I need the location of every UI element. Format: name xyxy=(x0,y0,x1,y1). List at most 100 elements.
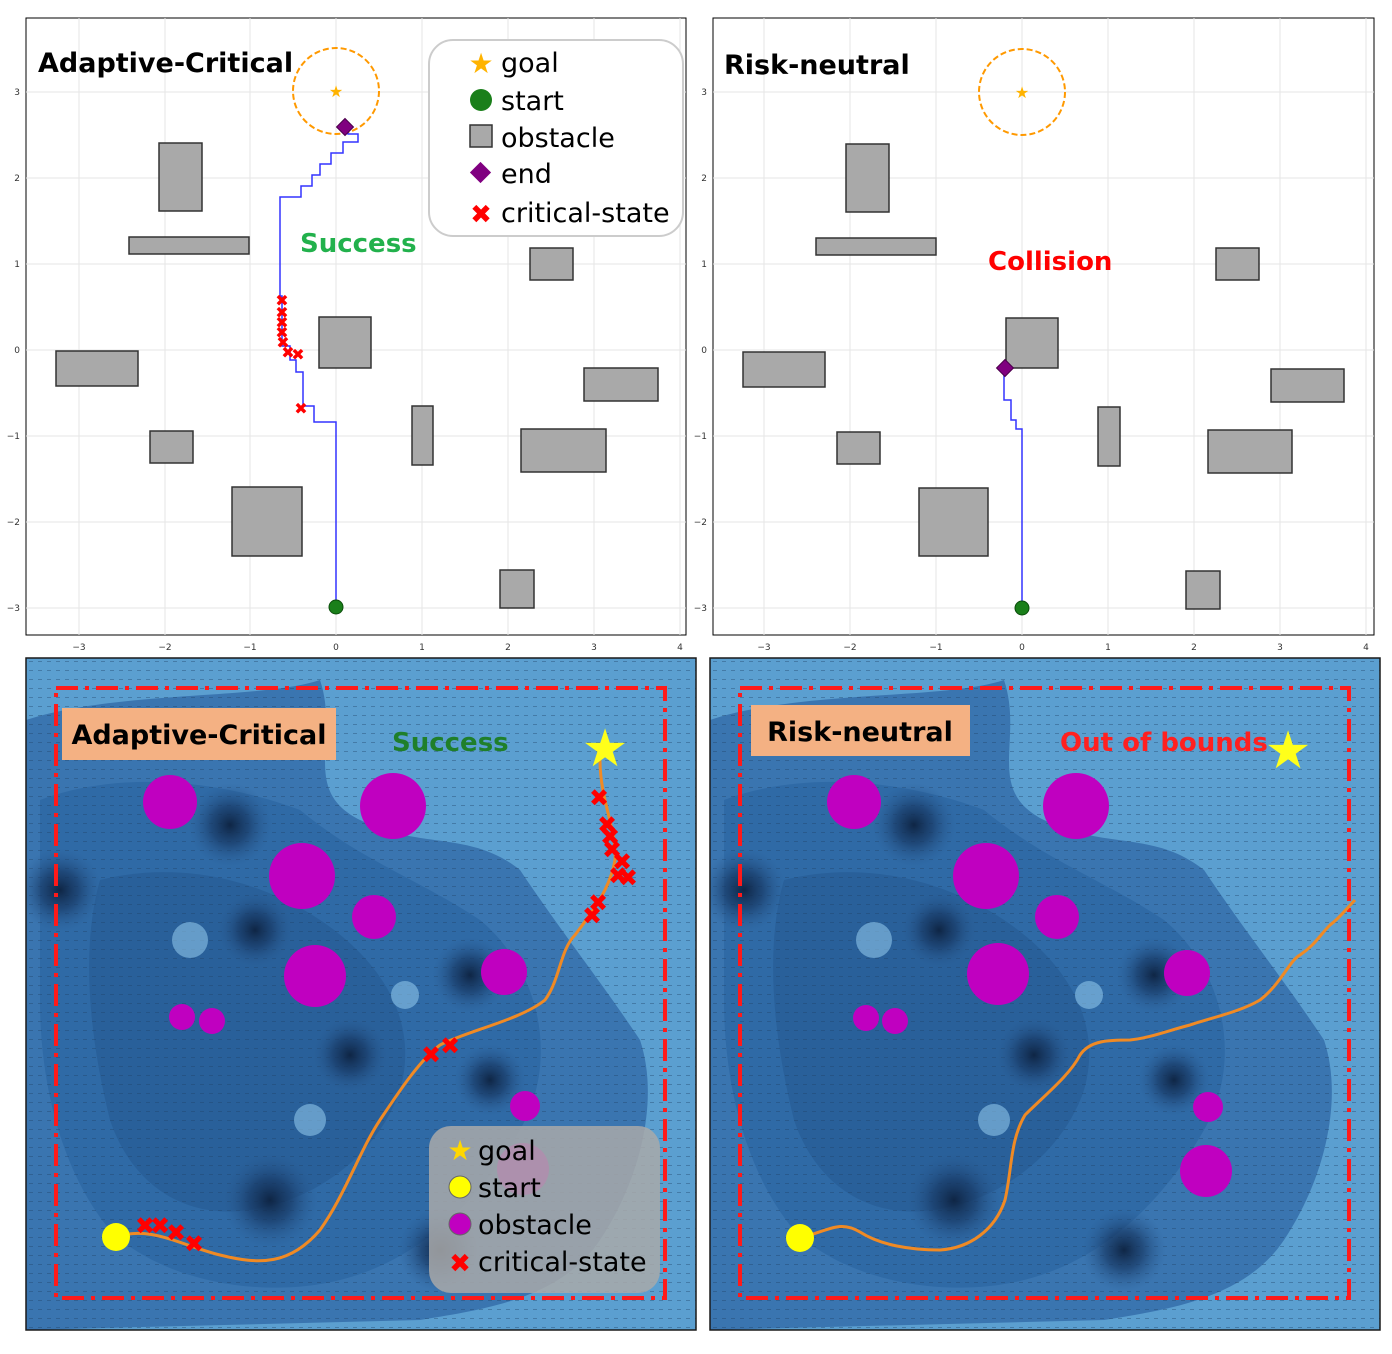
start-marker xyxy=(102,1223,130,1251)
x-tick: 1 xyxy=(419,643,425,653)
panel-title: Adaptive-Critical xyxy=(38,48,293,79)
field-sources xyxy=(172,922,419,1136)
obstacle xyxy=(143,775,197,829)
critical-state-icon: ✖ xyxy=(597,812,617,839)
agent-path xyxy=(279,128,359,607)
panel-top-left: −3 −2 −1 0 1 2 3 4 3 2 1 0 −1 −2 −3 xyxy=(7,17,687,653)
obstacle xyxy=(1164,950,1210,996)
status-text: Success xyxy=(392,728,509,758)
y-tick: 1 xyxy=(14,260,20,270)
x-tick: 0 xyxy=(333,643,339,653)
obstacle xyxy=(1185,570,1221,610)
circle-obstacles xyxy=(827,773,1232,1197)
y-tick: 0 xyxy=(14,346,20,356)
obstacle xyxy=(269,843,335,909)
y-tick: −1 xyxy=(694,432,707,442)
x-tick: 1 xyxy=(1105,643,1111,653)
obstacle xyxy=(128,236,250,255)
critical-cross-icon: ✖ xyxy=(449,1248,471,1278)
obstacle xyxy=(520,428,607,473)
y-tick-labels: 3 2 1 0 −1 −2 −3 xyxy=(694,88,708,614)
x-tick: 2 xyxy=(505,643,511,653)
y-tick: 2 xyxy=(14,174,20,184)
trajectory xyxy=(115,759,617,1263)
x-tick: −3 xyxy=(72,643,85,653)
panel-title: Risk-neutral xyxy=(724,50,910,81)
panel-border xyxy=(709,657,1381,1331)
obstacle xyxy=(1270,368,1345,403)
y-tick: −2 xyxy=(7,518,20,528)
x-tick: −1 xyxy=(929,643,942,653)
x-tick: −2 xyxy=(158,643,171,653)
legend-box xyxy=(429,1126,660,1293)
status-text: Out of bounds xyxy=(1060,728,1268,758)
critical-states: ✖ ✖ ✖ ✖ ✖ ✖ ✖ ✖ xyxy=(275,293,307,418)
vortices xyxy=(26,783,526,1292)
obstacle xyxy=(742,351,826,388)
trajectory xyxy=(799,898,1357,1252)
x-tick: 0 xyxy=(1019,643,1025,653)
critical-state-icon: ✖ xyxy=(275,325,288,342)
y-tick: 1 xyxy=(701,260,707,270)
critical-cross-icon: ✖ xyxy=(470,199,492,229)
critical-state-icon: ✖ xyxy=(275,305,288,322)
x-tick-labels: −3 −2 −1 0 1 2 3 4 xyxy=(757,643,1369,653)
start-marker xyxy=(328,599,344,615)
status-text: Success xyxy=(300,229,417,259)
obstacle xyxy=(1207,429,1293,474)
panel-title: Adaptive-Critical xyxy=(71,720,326,751)
goal-star-icon: ★ xyxy=(468,48,493,79)
legend-box xyxy=(428,39,684,237)
obstacle xyxy=(1193,1092,1223,1122)
obstacle xyxy=(499,569,535,609)
goal-star-icon: ★ xyxy=(447,1135,472,1166)
goal-region xyxy=(292,47,380,135)
obstacle xyxy=(318,316,372,369)
obstacle xyxy=(352,895,396,939)
obstacle xyxy=(231,486,303,557)
y-tick: −3 xyxy=(694,604,707,614)
obstacle xyxy=(815,237,937,256)
boundary xyxy=(738,686,1351,1300)
obstacle xyxy=(953,843,1019,909)
legend: ★ goal start obstacle end ✖ critical-sta… xyxy=(428,39,684,237)
legend-label-start: start xyxy=(478,1173,541,1204)
goal-star-icon: ★ xyxy=(582,720,629,778)
obstacle xyxy=(510,1091,540,1121)
end-marker xyxy=(995,358,1015,378)
status-text: Collision xyxy=(988,247,1112,277)
critical-state-icon: ✖ xyxy=(608,863,628,890)
critical-state-icon: ✖ xyxy=(588,890,608,917)
legend-label-start: start xyxy=(501,86,564,117)
legend: ★ goal start obstacle ✖ critical-state xyxy=(429,1126,660,1293)
obstacle xyxy=(529,247,574,281)
critical-state-icon: ✖ xyxy=(582,903,602,930)
end-marker xyxy=(335,117,355,137)
title-box xyxy=(62,708,336,760)
x-tick: 3 xyxy=(591,643,597,653)
start-dot-icon xyxy=(448,1175,472,1199)
critical-state-icon: ✖ xyxy=(275,315,288,332)
legend-label-goal: goal xyxy=(501,48,559,79)
critical-state-icon: ✖ xyxy=(291,347,304,364)
obstacles xyxy=(55,142,659,609)
obstacle xyxy=(411,405,434,466)
obstacle xyxy=(158,142,203,212)
y-tick: −1 xyxy=(7,432,20,442)
legend-label-end: end xyxy=(501,159,552,190)
y-tick-labels: 3 2 1 0 −1 −2 −3 xyxy=(7,88,21,614)
obstacle xyxy=(481,949,527,995)
start-dot-icon xyxy=(470,89,492,111)
goal-region xyxy=(978,48,1066,136)
legend-label-critical: critical-state xyxy=(478,1247,647,1278)
field-sources xyxy=(856,922,1103,1136)
obstacle xyxy=(1043,773,1109,839)
obstacle xyxy=(1215,247,1260,281)
critical-state-icon: ✖ xyxy=(440,1033,460,1060)
y-tick: −2 xyxy=(694,518,707,528)
x-tick: −2 xyxy=(843,643,856,653)
obstacle-dot-icon xyxy=(448,1212,472,1236)
panel-bottom-right: ★ Risk-neutral Out of bounds xyxy=(710,658,1380,1330)
critical-state-icon: ✖ xyxy=(184,1231,204,1258)
